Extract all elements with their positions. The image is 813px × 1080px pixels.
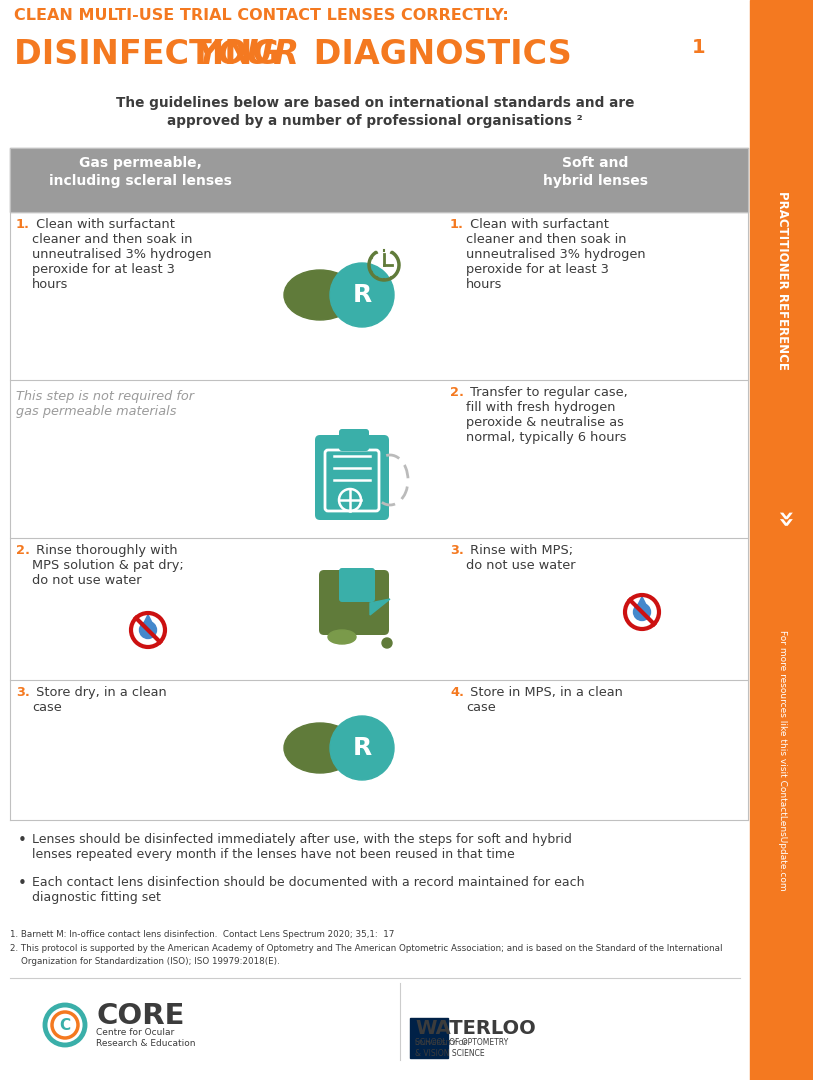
- Text: Store dry, in a clean
case: Store dry, in a clean case: [32, 686, 167, 714]
- Text: »: »: [768, 511, 796, 529]
- Bar: [410, 1018, 448, 1058]
- Text: The guidelines below are based on international standards and are: The guidelines below are based on intern…: [115, 96, 634, 110]
- Text: 3.: 3.: [16, 686, 30, 699]
- Text: Store in MPS, in a clean
case: Store in MPS, in a clean case: [466, 686, 623, 714]
- Text: approved by a number of professional organisations ²: approved by a number of professional org…: [167, 114, 583, 129]
- Text: 4.: 4.: [450, 686, 464, 699]
- Text: C: C: [59, 1017, 71, 1032]
- Text: Transfer to regular case,
fill with fresh hydrogen
peroxide & neutralise as
norm: Transfer to regular case, fill with fres…: [466, 386, 628, 444]
- Text: R: R: [352, 283, 372, 307]
- Text: PRACTITIONER REFERENCE: PRACTITIONER REFERENCE: [776, 190, 789, 369]
- Text: DIAGNOSTICS: DIAGNOSTICS: [302, 38, 572, 71]
- Text: WATERLOO: WATERLOO: [415, 1018, 536, 1038]
- Text: Clean with surfactant
cleaner and then soak in
unneutralised 3% hydrogen
peroxid: Clean with surfactant cleaner and then s…: [32, 218, 211, 291]
- Text: 1.: 1.: [450, 218, 464, 231]
- Text: UNIVERSITY OF: UNIVERSITY OF: [415, 1040, 467, 1047]
- FancyBboxPatch shape: [319, 570, 389, 635]
- Text: CLEAN MULTI-USE TRIAL CONTACT LENSES CORRECTLY:: CLEAN MULTI-USE TRIAL CONTACT LENSES COR…: [14, 8, 509, 23]
- Circle shape: [382, 638, 392, 648]
- Text: 2.: 2.: [450, 386, 464, 399]
- Text: Rinse thoroughly with
MPS solution & pat dry;
do not use water: Rinse thoroughly with MPS solution & pat…: [32, 544, 184, 588]
- Text: For more resources like this visit ContactLensUpdate.com: For more resources like this visit Conta…: [777, 630, 786, 890]
- Text: Centre for Ocular
Research & Education: Centre for Ocular Research & Education: [96, 1028, 195, 1048]
- Polygon shape: [370, 599, 390, 615]
- Bar: [10, 148, 748, 212]
- Text: 3.: 3.: [450, 544, 464, 557]
- Text: R: R: [352, 735, 372, 760]
- Text: 1. Barnett M: In-office contact lens disinfection.  Contact Lens Spectrum 2020; : 1. Barnett M: In-office contact lens dis…: [10, 930, 394, 939]
- Ellipse shape: [284, 270, 356, 320]
- Text: Gas permeable,: Gas permeable,: [79, 156, 202, 170]
- Ellipse shape: [328, 630, 356, 644]
- Text: 1.: 1.: [16, 218, 30, 231]
- FancyBboxPatch shape: [339, 568, 375, 602]
- Text: hybrid lenses: hybrid lenses: [542, 174, 647, 188]
- Text: CORE: CORE: [96, 1002, 185, 1030]
- Circle shape: [330, 716, 394, 780]
- FancyBboxPatch shape: [339, 429, 369, 451]
- Text: Rinse with MPS;
do not use water: Rinse with MPS; do not use water: [466, 544, 576, 572]
- Text: Organization for Standardization (ISO); ISO 19979:2018(E).: Organization for Standardization (ISO); …: [10, 957, 280, 966]
- Text: Clean with surfactant
cleaner and then soak in
unneutralised 3% hydrogen
peroxid: Clean with surfactant cleaner and then s…: [466, 218, 646, 291]
- Bar: [10, 538, 748, 680]
- Text: •: •: [18, 833, 27, 848]
- Bar: [750, 0, 813, 1080]
- Bar: [10, 680, 748, 820]
- Text: YOUR: YOUR: [196, 38, 300, 71]
- Bar: [10, 380, 748, 538]
- Text: •: •: [18, 876, 27, 891]
- Text: 2.: 2.: [16, 544, 30, 557]
- Polygon shape: [141, 615, 154, 629]
- Circle shape: [633, 604, 650, 621]
- Circle shape: [330, 264, 394, 327]
- Text: Lenses should be disinfected immediately after use, with the steps for soft and : Lenses should be disinfected immediately…: [32, 833, 572, 861]
- Text: 2. This protocol is supported by the American Academy of Optometry and The Ameri: 2. This protocol is supported by the Ame…: [10, 944, 723, 953]
- Text: DISINFECTING: DISINFECTING: [14, 38, 291, 71]
- Ellipse shape: [284, 723, 356, 773]
- Polygon shape: [635, 596, 649, 610]
- Text: This step is not required for
gas permeable materials: This step is not required for gas permea…: [16, 390, 194, 418]
- Text: 1: 1: [692, 38, 706, 57]
- Bar: [10, 212, 748, 380]
- Text: SCHOOL OF OPTOMETRY
& VISION SCIENCE: SCHOOL OF OPTOMETRY & VISION SCIENCE: [415, 1038, 508, 1057]
- Text: Each contact lens disinfection should be documented with a record maintained for: Each contact lens disinfection should be…: [32, 876, 585, 904]
- Circle shape: [140, 621, 156, 638]
- Text: including scleral lenses: including scleral lenses: [49, 174, 232, 188]
- Text: Soft and: Soft and: [562, 156, 628, 170]
- FancyBboxPatch shape: [315, 435, 389, 519]
